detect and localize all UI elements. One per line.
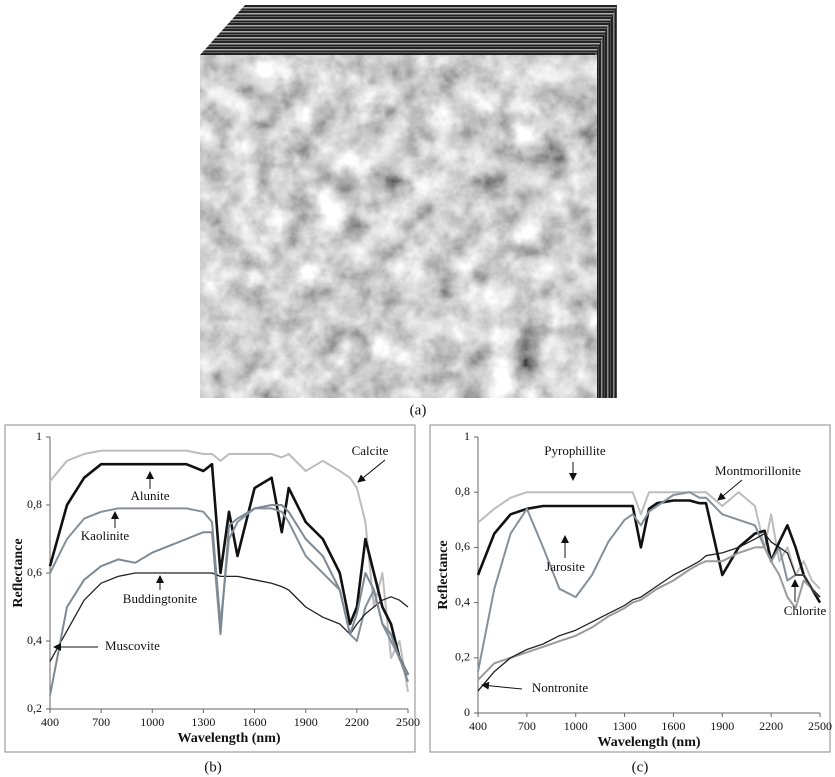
spectrum-line bbox=[476, 499, 822, 604]
x-tick-label: 1600 bbox=[661, 719, 685, 733]
x-tick-label: 1900 bbox=[294, 715, 318, 729]
y-tick-label: 1 bbox=[464, 429, 470, 443]
series-label: Alunite bbox=[131, 488, 170, 503]
series-label: Nontronite bbox=[532, 680, 589, 695]
x-tick-label: 1000 bbox=[564, 719, 588, 733]
label-arrow bbox=[357, 459, 386, 483]
x-tick-label: 2500 bbox=[396, 715, 420, 729]
spectrum-line bbox=[477, 532, 821, 692]
series-label: Montmorillonite bbox=[715, 463, 801, 478]
x-axis-title: Wavelength (nm) bbox=[177, 731, 280, 746]
series-label: Buddingtonite bbox=[123, 591, 198, 606]
label-arrow bbox=[481, 681, 523, 690]
label-arrow bbox=[717, 479, 743, 501]
series-label: Chlorite bbox=[784, 603, 827, 618]
y-axis-title: Reflectance bbox=[436, 540, 451, 609]
x-tick-label: 400 bbox=[41, 715, 59, 729]
x-tick-label: 700 bbox=[92, 715, 110, 729]
cube-texture bbox=[200, 55, 597, 398]
y-tick-label: 1 bbox=[36, 429, 42, 443]
y-tick-label: 0,2 bbox=[27, 701, 42, 715]
x-tick-label: 1000 bbox=[140, 715, 164, 729]
cube-side bbox=[595, 5, 617, 398]
x-tick-label: 2500 bbox=[808, 719, 832, 733]
y-tick-label: 0,6 bbox=[455, 539, 470, 553]
y-tick-label: 0,2 bbox=[455, 650, 470, 664]
x-axis-title: Wavelength (nm) bbox=[597, 735, 700, 750]
caption: (b) bbox=[204, 759, 222, 775]
x-tick-label: 1900 bbox=[710, 719, 734, 733]
caption: (c) bbox=[632, 759, 649, 775]
caption: (a) bbox=[410, 402, 427, 418]
x-tick-label: 1600 bbox=[243, 715, 267, 729]
x-tick-label: 1300 bbox=[613, 719, 637, 733]
spectrum-line bbox=[49, 572, 409, 662]
y-tick-label: 0,8 bbox=[27, 497, 42, 511]
series-label: Jarosite bbox=[545, 559, 585, 574]
chart-frame bbox=[429, 424, 831, 753]
spectrum-line bbox=[477, 491, 821, 590]
y-tick-label: 0,4 bbox=[27, 633, 42, 647]
spectrum-line bbox=[49, 504, 409, 696]
spectrum-line bbox=[48, 462, 410, 676]
series-label: Calcite bbox=[352, 443, 389, 458]
x-tick-label: 1300 bbox=[191, 715, 215, 729]
y-axis-title: Reflectance bbox=[11, 538, 26, 607]
x-tick-label: 2200 bbox=[759, 719, 783, 733]
y-tick-label: 0 bbox=[464, 705, 470, 719]
y-tick-label: 0,8 bbox=[455, 484, 470, 498]
series-label: Pyrophillite bbox=[544, 443, 606, 458]
x-tick-label: 700 bbox=[518, 719, 536, 733]
spectrum-line bbox=[477, 491, 821, 672]
y-tick-label: 0,6 bbox=[27, 565, 42, 579]
x-tick-label: 400 bbox=[469, 719, 487, 733]
series-label: Muscovite bbox=[105, 638, 160, 653]
x-tick-label: 2200 bbox=[345, 715, 369, 729]
cube-top bbox=[200, 5, 617, 55]
y-tick-label: 0,4 bbox=[455, 594, 470, 608]
spectrum-line bbox=[477, 546, 821, 681]
hyperspectral-cube bbox=[200, 5, 617, 398]
series-label: Kaolinite bbox=[81, 528, 130, 543]
chart-frame bbox=[4, 424, 416, 753]
spectrum-line bbox=[49, 449, 409, 693]
